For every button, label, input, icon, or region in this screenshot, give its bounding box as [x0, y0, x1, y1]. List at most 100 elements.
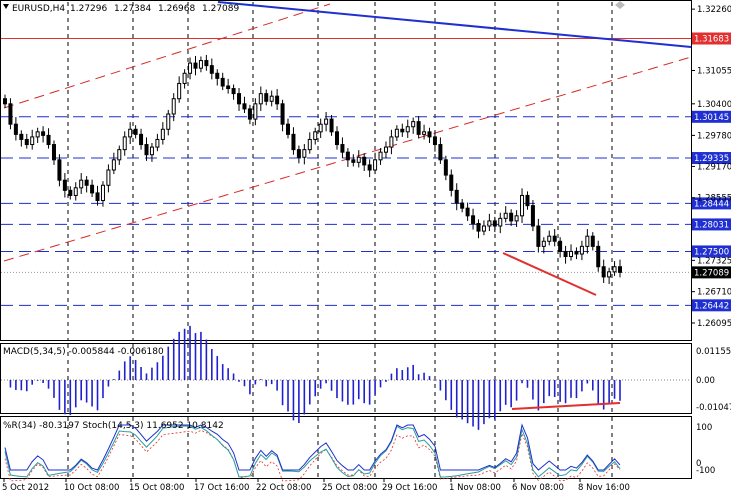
candle-body — [340, 144, 345, 153]
candle-body — [574, 250, 579, 255]
candle-body — [269, 95, 274, 102]
candle-body — [394, 128, 399, 138]
price-tick-label: 1.31055 — [697, 66, 731, 76]
candle-body — [128, 128, 133, 138]
header-symbol: EURUSD,H4 — [12, 4, 65, 14]
candle-body — [95, 192, 100, 202]
candle-body — [416, 121, 421, 135]
candle-body — [612, 266, 617, 273]
time-label: 1 Nov 08:00 — [449, 483, 501, 493]
time-label: 15 Oct 08:00 — [129, 483, 184, 493]
candle-body — [209, 65, 214, 74]
candle-body — [471, 215, 476, 224]
candle-body — [520, 194, 525, 217]
candle-body — [313, 131, 318, 140]
chart-header: EURUSD,H4 1.27296 1.27384 1.26968 1.2708… — [3, 1, 625, 14]
candle-body — [422, 131, 427, 135]
candle-body — [193, 62, 198, 69]
red-support-line[interactable] — [502, 252, 597, 296]
level-label: 1.28031 — [694, 220, 729, 230]
candle-body — [182, 72, 187, 84]
blue-trendline[interactable] — [217, 1, 692, 48]
candle-body — [144, 144, 149, 156]
candle-body — [558, 240, 563, 252]
candle-body — [585, 235, 590, 247]
price-tick-label: 1.28555 — [697, 194, 731, 204]
candle-body — [198, 60, 203, 69]
candle-body — [438, 144, 443, 161]
candle-body — [149, 146, 154, 156]
candle-body — [345, 151, 350, 161]
macd-tick-label: 0.00 — [696, 376, 715, 386]
candle-body — [579, 245, 584, 255]
time-label: 29 Oct 16:00 — [382, 483, 437, 493]
stoch-label: %R(34) -80.3197 Stoch(14,5,3) 11.6952 10… — [3, 421, 224, 431]
time-label: 17 Oct 16:00 — [194, 483, 249, 493]
price-tick-label: 1.32260 — [697, 5, 731, 15]
candle-body — [100, 184, 105, 202]
macd-tick-label: 0.01155 — [696, 347, 731, 357]
candle-body — [590, 235, 595, 247]
level-label: 1.31683 — [694, 35, 729, 45]
time-label: 10 Oct 08:00 — [64, 483, 119, 493]
candle-body — [8, 103, 13, 125]
time-label: 22 Oct 08:00 — [256, 483, 311, 493]
header-low: 1.26968 — [158, 4, 195, 14]
candle-body — [596, 245, 601, 268]
candle-body — [389, 136, 394, 148]
candle-body — [427, 131, 432, 138]
candle-body — [476, 222, 481, 232]
main-panel[interactable] — [0, 0, 692, 341]
stoch-main-line — [4, 425, 621, 478]
stoch-tick-label: 0 — [696, 459, 701, 469]
candle-body — [383, 146, 388, 153]
candle-body — [46, 134, 51, 146]
candle-body — [35, 131, 40, 138]
channel-upper-line — [3, 3, 331, 109]
price-tick-label: 1.30400 — [697, 100, 731, 110]
candle-body — [247, 108, 252, 120]
header-high: 1.27384 — [114, 4, 151, 14]
level-tag — [692, 32, 731, 45]
candle-body — [166, 113, 171, 130]
candle-body — [215, 72, 220, 79]
candle-body — [41, 131, 46, 136]
price-tick-label: 1.26095 — [697, 319, 731, 329]
candle-body — [530, 205, 535, 227]
macd-red-line — [511, 402, 621, 410]
level-tag — [692, 152, 731, 165]
level-tag — [692, 245, 731, 258]
candle-body — [334, 131, 339, 146]
stoch-tick-label: -100 — [696, 466, 715, 476]
candle-body — [258, 93, 263, 105]
candle-body — [51, 144, 56, 161]
candle-body — [291, 133, 296, 151]
candle-body — [302, 149, 307, 158]
candle-body — [351, 159, 356, 163]
candle-body — [569, 250, 574, 258]
header-open: 1.27296 — [70, 4, 107, 14]
current-price-label: 1.27089 — [694, 268, 729, 278]
candle-body — [498, 217, 503, 227]
candle-body — [68, 189, 73, 196]
level-tag — [692, 197, 731, 210]
candle-body — [525, 194, 530, 207]
candle-body — [242, 103, 247, 110]
stoch-signal-line — [4, 429, 621, 482]
time-label: 6 Nov 08:00 — [512, 483, 564, 493]
candle-body — [481, 225, 486, 232]
candle-body — [3, 98, 7, 105]
candle-body — [62, 179, 67, 191]
time-label: 5 Oct 2012 — [2, 483, 49, 493]
candle-body — [318, 123, 323, 133]
candle-body — [460, 202, 465, 209]
menu-triangle-icon — [3, 4, 9, 9]
macd-panel[interactable] — [0, 343, 692, 414]
candle-body — [329, 118, 334, 133]
stoch-tick-label: 100 — [696, 423, 712, 433]
candle-body — [13, 123, 18, 135]
candle-body — [231, 88, 236, 95]
price-tick-label: 1.29170 — [697, 162, 731, 172]
candle-body — [57, 159, 62, 181]
